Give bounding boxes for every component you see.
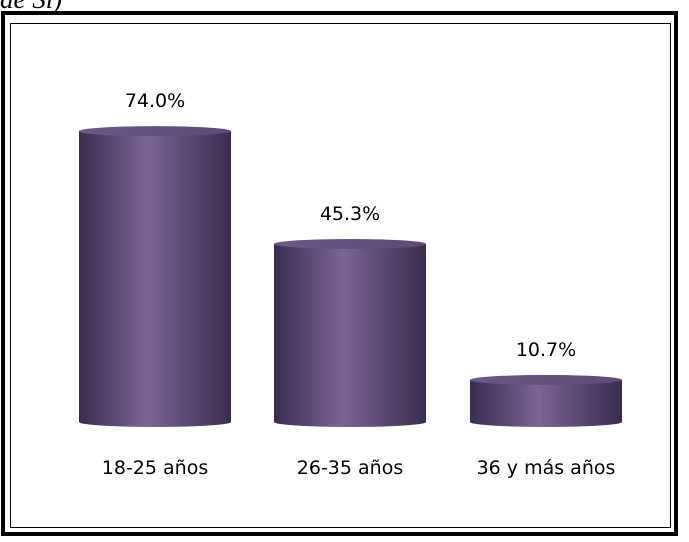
labels-group: 74.0% 18-25 años 45.3% 26-35 años 10.7% 36 y …: [102, 90, 616, 479]
bar-top: [79, 126, 231, 137]
caption-fragment: de Sí): [0, 0, 62, 15]
bar-body: [79, 131, 231, 427]
data-label: 10.7%: [516, 339, 576, 361]
bar-body: [470, 379, 622, 427]
bar-top: [274, 238, 426, 249]
bar-3: [470, 374, 622, 427]
category-label: 36 y más años: [477, 457, 616, 479]
bar-2: [274, 238, 426, 427]
data-label: 74.0%: [125, 90, 185, 112]
bar-1: [79, 126, 231, 427]
bar-body: [274, 243, 426, 427]
bars-group: [79, 126, 622, 427]
category-label: 18-25 años: [102, 457, 208, 479]
data-label: 45.3%: [320, 203, 380, 225]
chart-frame-inner: [10, 23, 671, 528]
category-label: 26-35 años: [297, 457, 403, 479]
bar-top: [470, 374, 622, 385]
